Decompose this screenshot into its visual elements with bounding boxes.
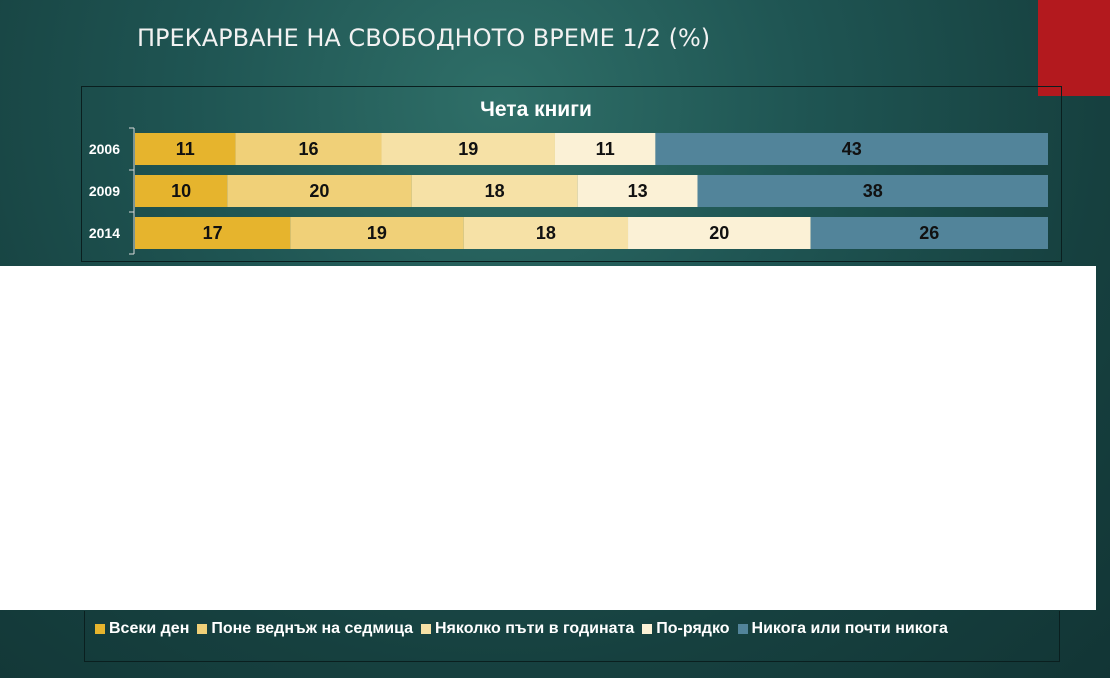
category-label: 2006 — [89, 141, 120, 157]
data-label: 20 — [309, 181, 329, 201]
data-label: 13 — [628, 181, 648, 201]
legend-label: Поне веднъж на седмица — [211, 620, 413, 637]
chart-title: Чета книги — [480, 98, 592, 121]
slide-title: ПРЕКАРВАНЕ НА СВОБОДНОТО ВРЕМЕ 1/2 (%) — [137, 24, 711, 52]
legend-label: По-рядко — [656, 620, 730, 637]
data-label: 11 — [596, 139, 615, 159]
bar-segment — [135, 217, 291, 249]
legend-swatch — [95, 624, 105, 634]
data-label: 20 — [709, 223, 729, 243]
data-label: 16 — [298, 139, 318, 159]
bar-segment — [697, 175, 1048, 207]
data-label: 18 — [536, 223, 556, 243]
category-label: 2009 — [89, 183, 120, 199]
data-label: 38 — [863, 181, 883, 201]
legend-swatch — [421, 624, 431, 634]
bar-segment — [290, 217, 464, 249]
data-label: 11 — [176, 139, 195, 159]
bar-segment — [577, 175, 698, 207]
legend-item: По-рядко — [642, 620, 730, 638]
legend-frame — [84, 611, 1060, 662]
data-label: 26 — [919, 223, 939, 243]
bar-segment — [628, 217, 811, 249]
legend-label: Всеки ден — [109, 620, 190, 637]
blank-panel — [0, 266, 1096, 610]
bar-segment — [655, 133, 1048, 165]
bar-segment — [554, 133, 656, 165]
data-label: 17 — [203, 223, 223, 243]
data-label: 43 — [842, 139, 862, 159]
bar-segment — [463, 217, 629, 249]
bar-segment — [235, 133, 382, 165]
data-label: 18 — [485, 181, 505, 201]
red-accent-block — [1038, 0, 1110, 96]
bar-segment — [135, 133, 236, 165]
legend-item: Поне веднъж на седмица — [197, 620, 413, 638]
bar-segment — [227, 175, 412, 207]
legend-swatch — [197, 624, 208, 634]
category-label: 2014 — [89, 225, 120, 241]
data-label: 10 — [171, 181, 191, 201]
bar-segment — [135, 175, 228, 207]
bar-segment — [381, 133, 555, 165]
legend-label: Няколко пъти в годината — [435, 620, 635, 637]
bar-segment — [411, 175, 578, 207]
legend-swatch — [642, 624, 653, 634]
data-label: 19 — [458, 139, 478, 159]
legend-item: Никога или почти никога — [737, 620, 948, 638]
legend-swatch — [737, 624, 748, 634]
legend-label: Никога или почти никога — [751, 620, 948, 637]
data-label: 19 — [367, 223, 387, 243]
bar-segment — [810, 217, 1048, 249]
chart-frame — [81, 86, 1062, 262]
legend-item: Няколко пъти в годината — [421, 620, 634, 638]
legend-item: Всеки ден — [95, 620, 189, 638]
legend: Всеки ден Поне веднъж на седмица Няколко… — [95, 620, 956, 638]
